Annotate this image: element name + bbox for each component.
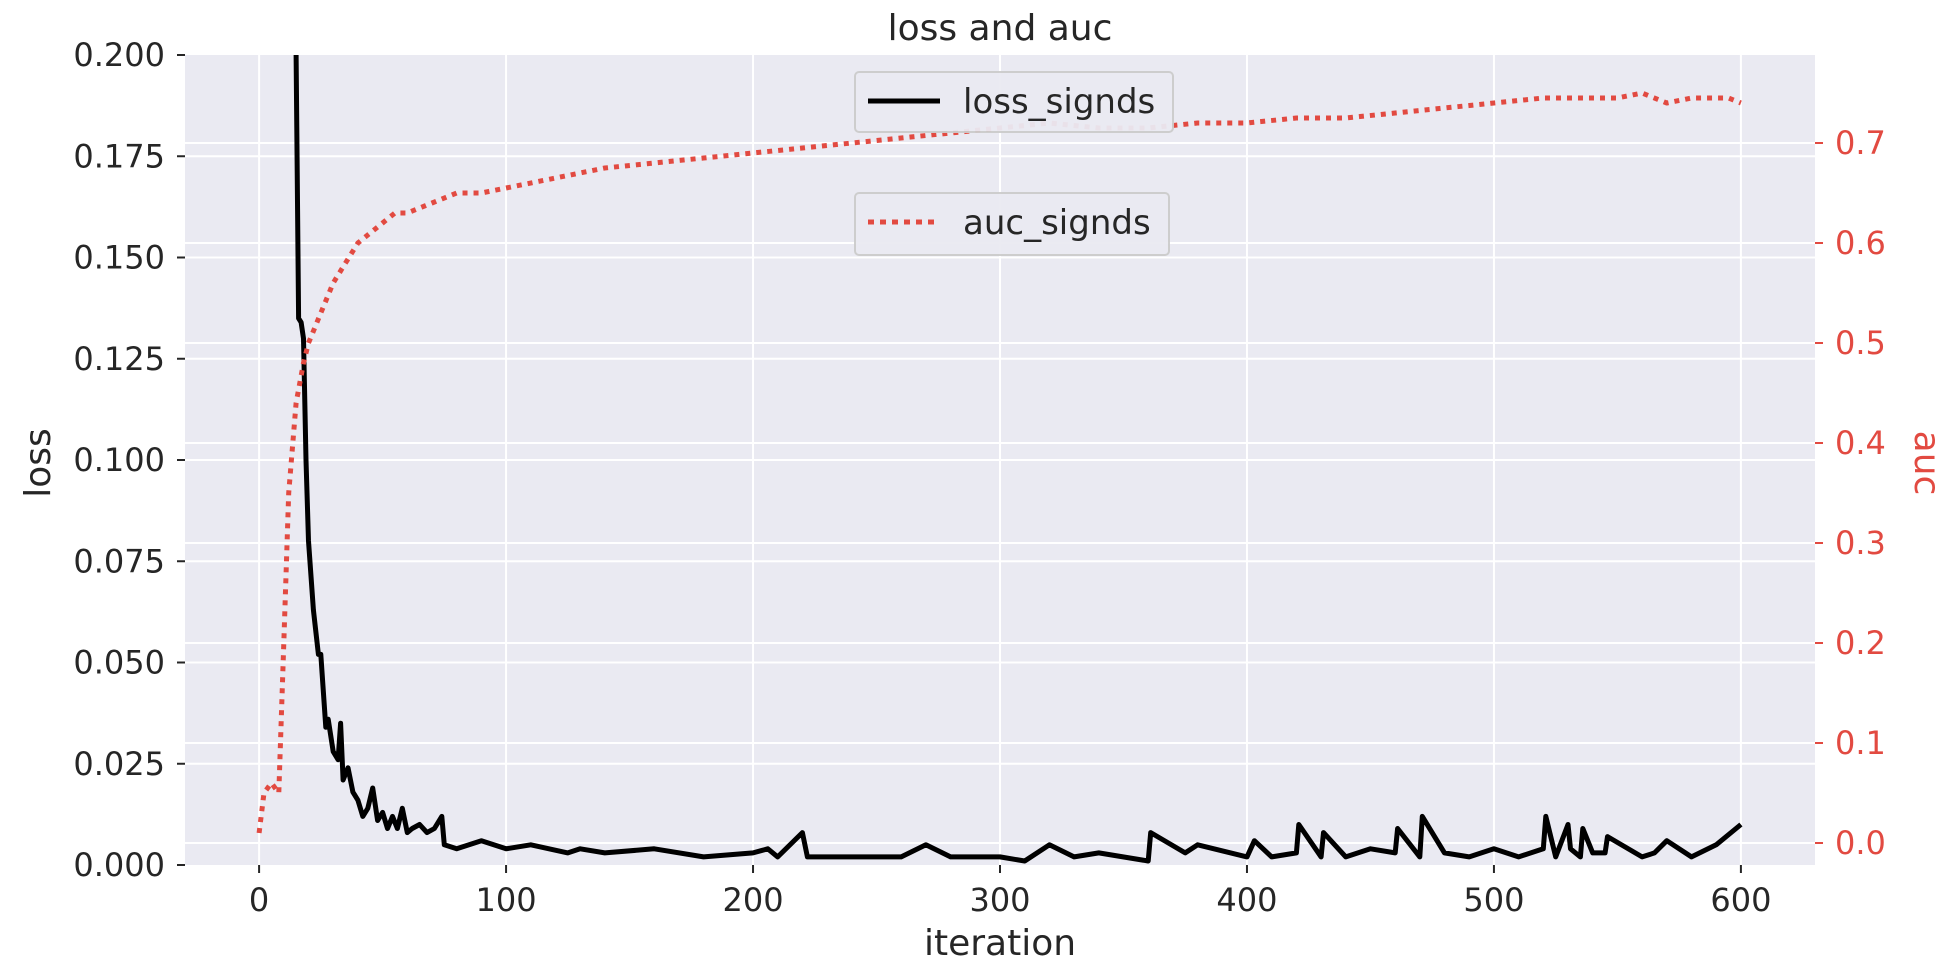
series-line-loss_signds <box>293 54 1743 864</box>
y-tick-label: 0.000 <box>73 846 165 884</box>
y2-tick-label: 0.5 <box>1835 324 1886 362</box>
y-tick-label: 0.125 <box>73 340 165 378</box>
right-y-axis: 0.0 0.1 0.2 0.3 0.4 0.5 0.6 0.7 <box>1815 124 1886 862</box>
y2-tick-label: 0.3 <box>1835 524 1886 562</box>
y2-tick-label: 0.1 <box>1835 724 1886 762</box>
x-tick-label: 400 <box>1216 881 1277 919</box>
y-tick-label: 0.175 <box>73 137 165 175</box>
series-line-auc_signds <box>256 90 1742 834</box>
x-tick-label: 200 <box>722 881 783 919</box>
y-tick-label: 0.075 <box>73 542 165 580</box>
x-tick-label: 100 <box>476 881 537 919</box>
chart-title: loss and auc <box>888 8 1113 49</box>
y2-tick-label: 0.2 <box>1835 624 1886 662</box>
y-tick-label: 0.025 <box>73 745 165 783</box>
y-tick-label: 0.050 <box>73 644 165 682</box>
y2-tick-label: 0.7 <box>1835 124 1886 162</box>
right-y-axis-label: auc <box>1906 431 1947 496</box>
x-axis-label: iteration <box>924 923 1076 964</box>
y-tick-label: 0.150 <box>73 239 165 277</box>
legend-auc: auc_signds <box>854 192 1170 256</box>
left-y-axis: 0.000 0.025 0.050 0.075 0.100 0.125 0.150 0.175… <box>73 36 185 884</box>
y2-tick-label: 0.4 <box>1835 424 1886 462</box>
series-layer <box>256 54 1743 864</box>
left-y-axis-label: loss <box>18 428 59 498</box>
y2-tick-label: 0.6 <box>1835 224 1886 262</box>
x-tick-label: 0 <box>249 881 269 919</box>
legend-auc-box <box>854 192 1170 256</box>
grid-layer <box>185 55 1815 865</box>
x-tick-label: 600 <box>1710 881 1771 919</box>
y-tick-label: 0.100 <box>73 441 165 479</box>
legend-loss-label: loss_signds <box>963 82 1155 122</box>
x-tick-label: 500 <box>1463 881 1524 919</box>
y-tick-label: 0.200 <box>73 36 165 74</box>
legend-loss-box <box>854 71 1174 133</box>
x-tick-label: 300 <box>969 881 1030 919</box>
legend-auc-label: auc_signds <box>963 203 1151 243</box>
x-axis: 0 100 200 300 400 500 600 <box>249 865 1771 919</box>
legend-loss: loss_signds <box>854 71 1174 133</box>
y2-tick-label: 0.0 <box>1835 824 1886 862</box>
